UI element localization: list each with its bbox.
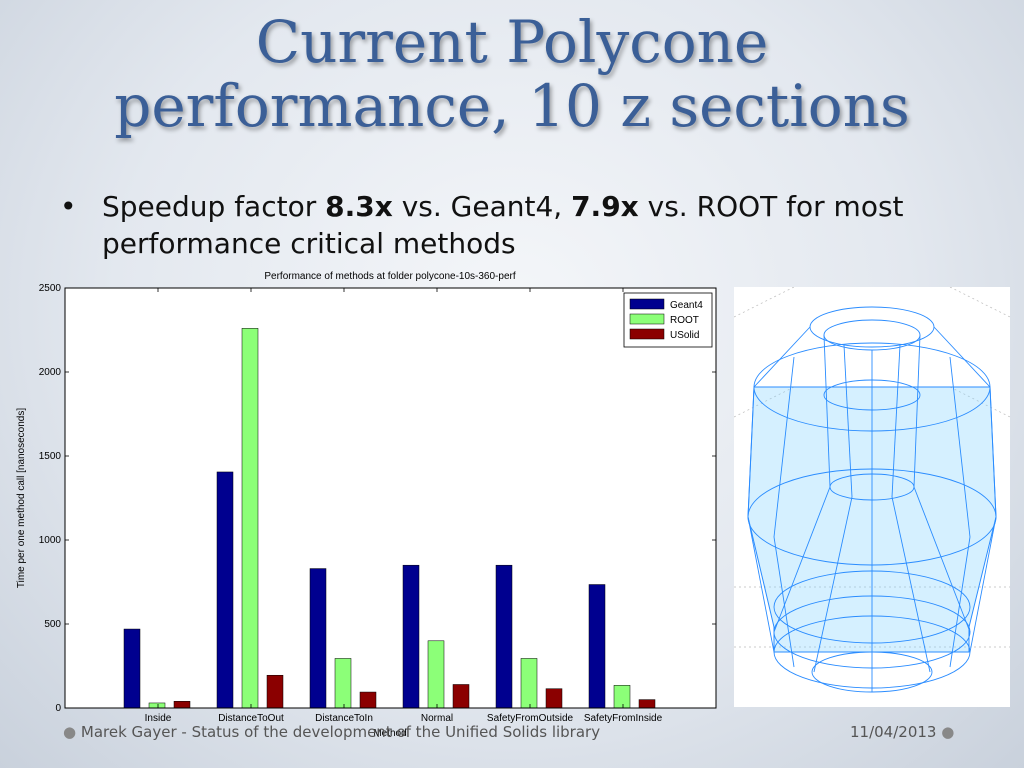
bullet-suffix: vs. ROOT for most performance critical m… (102, 190, 904, 260)
bar-usolid-safetyfrominside (638, 699, 656, 709)
footer-bullet-icon: ● (63, 723, 77, 741)
polycone-wireframe-image (733, 286, 1011, 707)
bar-geant4-distancetoout (216, 471, 234, 709)
chart-x-axis-label: Method (373, 728, 406, 739)
plot-frame (64, 287, 717, 709)
legend-label-usolid: USolid (670, 330, 699, 341)
bar-root-normal (427, 640, 445, 709)
chart-bars (123, 328, 656, 709)
y-tick-label: 1500 (39, 451, 62, 462)
performance-chart: Performance of methods at folder polycon… (0, 270, 725, 745)
footer-date: 11/04/2013 ● (850, 723, 954, 741)
bar-geant4-inside (123, 628, 141, 709)
x-tick-label: DistanceToIn (315, 713, 373, 724)
bar-usolid-distancetoout (266, 674, 284, 709)
x-tick-label: Normal (421, 713, 453, 724)
y-tick-label: 2000 (39, 367, 62, 378)
x-tick-label: Inside (145, 713, 172, 724)
legend-swatch-geant4 (629, 298, 665, 310)
polycone-wireframe-icon (733, 286, 1011, 693)
bar-usolid-distancetoin (359, 691, 377, 709)
bullet-text: Speedup factor 8.3x vs. Geant4, 7.9x vs.… (102, 188, 960, 262)
y-tick-label: 0 (55, 703, 61, 714)
chart-y-axis-label: Time per one method call [nanoseconds] (16, 408, 27, 589)
chart-title: Performance of methods at folder polycon… (264, 271, 515, 282)
x-tick-label: SafetyFromInside (584, 713, 663, 724)
legend-label-root: ROOT (670, 315, 699, 326)
plot-area (65, 288, 716, 708)
bar-root-safetyfrominside (613, 685, 631, 709)
bullet-dot-icon: • (60, 190, 77, 223)
legend-swatch-usolid (629, 328, 665, 340)
footer-author: ● Marek Gayer - Status of the developmen… (63, 723, 600, 741)
bullet-prefix: Speedup factor (102, 190, 326, 223)
bar-root-distancetoin (334, 658, 352, 709)
y-tick-label: 1000 (39, 535, 62, 546)
bar-geant4-safetyfrominside (588, 584, 606, 709)
bar-geant4-distancetoin (309, 568, 327, 709)
footer-bullet-icon-right: ● (941, 723, 955, 741)
legend-swatch-root (629, 313, 665, 325)
bullet-bold-root: 7.9x (571, 190, 639, 223)
bullet-bold-geant4: 8.3x (325, 190, 393, 223)
bar-root-safetyfromoutside (520, 658, 538, 709)
slide-title: Current Polycone performance, 10 z secti… (0, 10, 1024, 138)
chart-legend: Geant4 ROOT USolid (623, 292, 713, 348)
bar-usolid-normal (452, 684, 470, 709)
bar-root-inside (148, 702, 166, 709)
bullet-point: • Speedup factor 8.3x vs. Geant4, 7.9x v… (60, 188, 960, 262)
x-tick-label: SafetyFromOutside (487, 713, 574, 724)
title-line-2: performance, 10 z sections (114, 72, 910, 140)
bullet-mid: vs. Geant4, (392, 190, 572, 223)
chart-ticks: 0 500 1000 1500 2000 2500 Inside DistanceToOut D… (39, 283, 716, 724)
x-tick-label: DistanceToOut (218, 713, 284, 724)
bar-usolid-safetyfromoutside (545, 688, 563, 709)
bar-geant4-safetyfromoutside (495, 564, 513, 709)
bar-usolid-inside (173, 701, 191, 709)
bar-root-distancetoout (241, 328, 259, 709)
y-tick-label: 2500 (39, 283, 62, 294)
footer-left-text: Marek Gayer - Status of the development … (80, 723, 601, 741)
title-line-1: Current Polycone (255, 8, 769, 76)
legend-label-geant4: Geant4 (670, 300, 703, 311)
footer-date-text: 11/04/2013 (850, 723, 937, 741)
y-tick-label: 500 (44, 619, 61, 630)
chart-svg: Performance of methods at folder polycon… (16, 271, 717, 739)
bar-geant4-normal (402, 564, 420, 709)
